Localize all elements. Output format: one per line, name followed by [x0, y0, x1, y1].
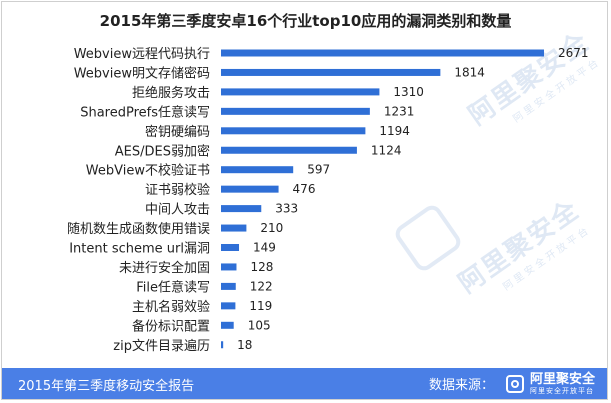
brand-subtitle: 阿里安全开放平台: [529, 386, 594, 395]
value-label: 333: [275, 202, 298, 216]
bar: [221, 146, 357, 154]
value-label: 2671: [558, 46, 589, 60]
footer-bar: 2015年第三季度移动安全报告 数据来源： 阿里聚安全 阿里安全开放平台: [2, 368, 607, 399]
category-label: 拒绝服务攻击: [132, 85, 210, 101]
bar: [221, 68, 441, 76]
category-label: Webview明文存储密码: [74, 65, 210, 81]
bar: [221, 185, 279, 193]
category-label: File任意读写: [136, 279, 210, 295]
category-label: 中间人攻击: [145, 203, 210, 218]
bar: [221, 88, 380, 96]
bar: [221, 263, 237, 271]
value-label: 105: [248, 318, 271, 332]
value-label: 1231: [384, 104, 415, 118]
category-label: AES/DES弱加密: [115, 143, 210, 159]
category-label: 密钥硬编码: [145, 124, 210, 140]
category-label: 未进行安全加固: [119, 260, 210, 276]
report-title: 2015年第三季度移动安全报告: [18, 379, 195, 394]
bar: [221, 127, 366, 135]
value-label: 1310: [393, 85, 424, 99]
category-label: 随机数生成函数使用错误: [67, 221, 210, 237]
bar: [221, 244, 240, 251]
source-label: 数据来源：: [428, 378, 494, 393]
value-label: 119: [249, 299, 272, 313]
category-label: SharedPrefs任意读写: [80, 104, 210, 120]
bar: [221, 302, 236, 310]
brand-name: 阿里聚安全: [529, 371, 595, 387]
bar: [221, 107, 370, 115]
value-label: 18: [237, 338, 252, 352]
category-label: Intent scheme url漏洞: [69, 241, 210, 257]
brand: 阿里聚安全 阿里安全开放平台: [530, 373, 595, 395]
chart-title: 2015年第三季度安卓16个行业top10应用的漏洞类别和数量: [99, 12, 512, 30]
bar-chart: Webview远程代码执行 2671 Webview明文存储密码 1814 拒绝服务攻击…: [67, 46, 589, 354]
value-label: 122: [250, 279, 273, 293]
value-label: 1124: [371, 143, 402, 157]
value-label: 128: [250, 260, 273, 274]
category-label: zip文件目录遍历: [113, 338, 210, 354]
value-label: 1814: [454, 65, 485, 79]
bar: [221, 224, 247, 232]
bar: [221, 49, 544, 57]
bar: [221, 166, 294, 174]
data-source: 数据来源： 阿里聚安全 阿里安全开放平台: [429, 371, 595, 396]
value-label: 1194: [379, 124, 410, 138]
category-label: 备份标识配置: [132, 318, 210, 334]
bar: [221, 282, 236, 290]
value-label: 149: [253, 241, 276, 255]
category-label: 主机名弱效验: [132, 299, 210, 315]
value-label: 476: [293, 182, 316, 196]
bar: [221, 205, 262, 213]
bar: [221, 341, 224, 349]
category-label: WebView不校验证书: [86, 163, 210, 179]
value-label: 597: [307, 163, 330, 177]
category-label: Webview远程代码执行: [74, 47, 210, 62]
category-label: 证书弱校验: [145, 182, 210, 198]
brand-logo-icon: [505, 374, 524, 393]
value-label: 210: [260, 221, 283, 235]
bar: [221, 321, 234, 329]
